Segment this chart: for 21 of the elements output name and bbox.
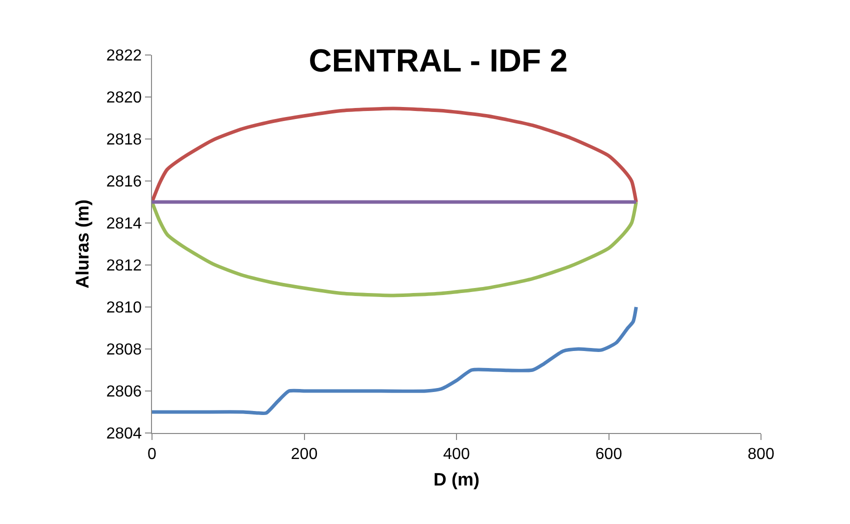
y-tick-label: 2808: [106, 342, 142, 359]
line-series: [152, 200, 638, 298]
x-tick-label: 400: [443, 446, 470, 464]
chart-title: CENTRAL - IDF 2: [308, 42, 568, 78]
x-tick-label: 200: [290, 446, 318, 464]
y-tick-label: 2812: [106, 258, 142, 275]
y-tick-label: 2810: [106, 300, 142, 317]
line-series: [152, 305, 638, 416]
y-tick-label: 2816: [106, 174, 142, 191]
y-tick-label: 2818: [106, 132, 142, 149]
y-tick-label: 2804: [106, 426, 142, 443]
x-tick-label: 0: [148, 446, 157, 464]
line-series: [152, 106, 638, 204]
x-axis-title: D (m): [434, 469, 480, 490]
y-tick-label: 2806: [106, 384, 142, 401]
x-tick-label: 800: [748, 446, 774, 464]
x-tick-label: 600: [595, 446, 622, 464]
y-tick-label: 2822: [106, 48, 142, 65]
y-axis-title: Aluras (m): [72, 199, 92, 289]
y-tick-label: 2820: [106, 90, 142, 107]
y-tick-label: 2814: [106, 216, 142, 233]
